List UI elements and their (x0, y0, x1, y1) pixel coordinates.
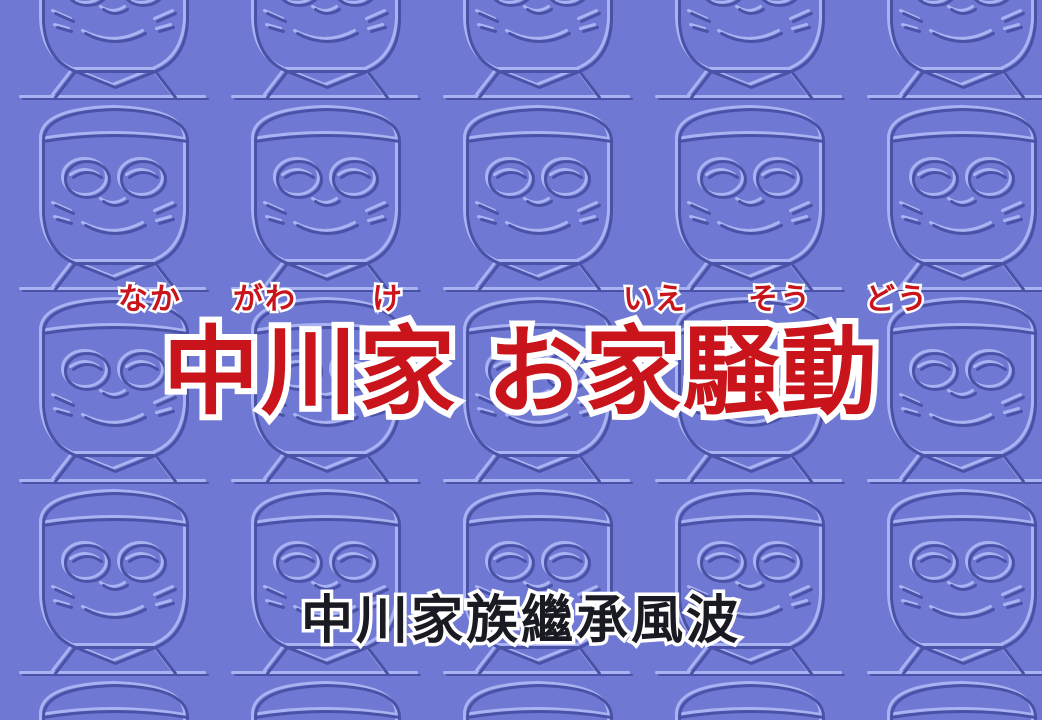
chinese-subtitle: 中川家族繼承風波 (297, 588, 741, 655)
ruby-sou: そう (746, 280, 813, 320)
episode-title: 中川家 お家騒動 (0, 310, 1042, 434)
ruby-gawa: がわ (231, 280, 298, 320)
ruby-naka: なか (116, 280, 183, 320)
title-part-1: 中川家 (157, 310, 461, 434)
ruby-ie: いえ (621, 280, 688, 320)
episode-title-group: なか がわ け いえ そう どう 中川家 お家騒動 (0, 278, 1042, 448)
ruby-dou: どう (863, 280, 930, 320)
title-part-2: お家騒動 (481, 310, 883, 434)
ruby-ke: け (370, 280, 405, 320)
